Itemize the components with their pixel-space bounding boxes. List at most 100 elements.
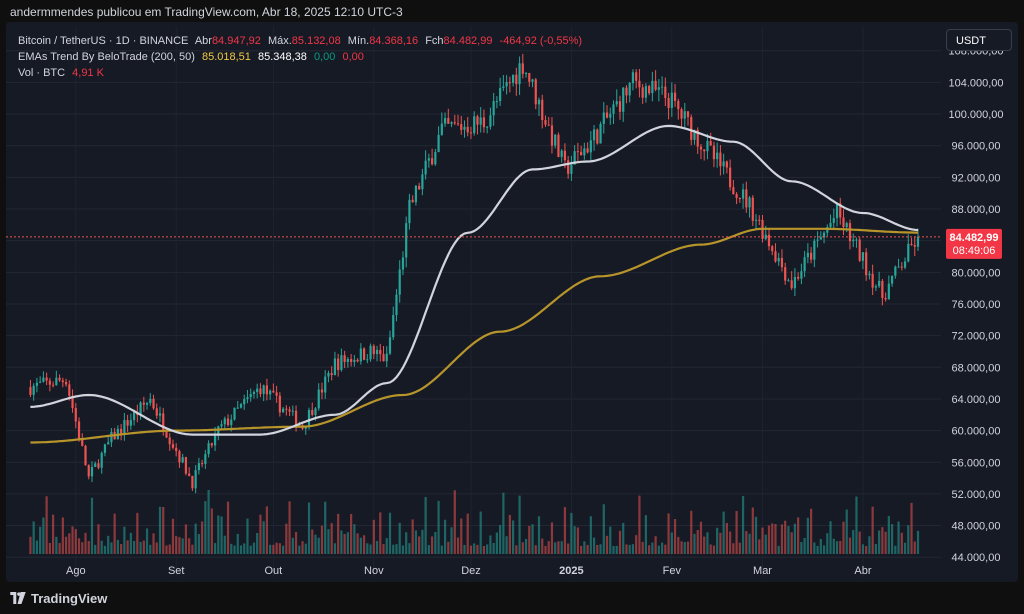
price-tick-label: 104.000,00 [948, 77, 1003, 89]
volume-bar [294, 531, 298, 554]
last-price-value: 84.482,99 [950, 232, 999, 244]
volume-bar [230, 543, 233, 554]
volume-bar [330, 523, 333, 554]
volume-bar [835, 541, 839, 554]
volume-bar [813, 542, 816, 554]
candle-body [560, 150, 563, 157]
volume-bar [217, 515, 220, 554]
volume-bar [534, 545, 537, 554]
price-tick-label: 60.000,00 [952, 426, 1001, 438]
volume-bar [473, 543, 476, 554]
candle-body [780, 258, 784, 268]
volume-bar [748, 533, 751, 554]
candle-body [677, 100, 680, 110]
candle-body [252, 392, 256, 395]
volume-bar [132, 540, 136, 554]
price-axis[interactable]: 44.000,00 48.000,00 52.000,00 56.000,00 60.0… [948, 46, 1003, 564]
symbol-name[interactable]: Bitcoin / TetherUS · 1D · BINANCE [18, 35, 189, 47]
volume-bar [894, 545, 897, 554]
volume-bar [178, 537, 181, 554]
volume-bar [45, 496, 48, 554]
volume-bar [868, 536, 871, 554]
volume-bar [657, 545, 660, 554]
volume-bar [910, 502, 913, 554]
candle-body [822, 232, 826, 238]
volume-bar [356, 533, 359, 554]
candle-body [139, 402, 142, 415]
candle-body [265, 385, 269, 395]
price-tick-label: 88.000,00 [952, 204, 1001, 216]
volume-bar [126, 540, 129, 554]
candle-body [239, 404, 243, 408]
volume-bar [42, 517, 45, 554]
candle-body [664, 86, 667, 99]
chart-panel[interactable]: 44.000,00 48.000,00 52.000,00 56.000,00 60.0… [6, 22, 1018, 582]
candle-body [431, 158, 434, 165]
candle-body [401, 257, 405, 270]
volume-bar [204, 501, 207, 554]
volume-bar [599, 544, 602, 554]
candle-body [375, 349, 379, 355]
candle-body [541, 99, 544, 121]
volume-bar [845, 509, 848, 554]
candle-body [243, 399, 246, 405]
volume-bar [826, 533, 829, 554]
ema-indicator-name[interactable]: EMAs Trend By BeloTrade (200, 50) [18, 51, 195, 63]
candle-body [784, 267, 787, 281]
volume-bar [784, 520, 787, 554]
candle-body [858, 239, 861, 261]
currency-button[interactable]: USDT [946, 29, 1012, 51]
time-tick-label: Set [168, 565, 185, 577]
candle-body [61, 380, 64, 382]
candle-body [188, 473, 191, 476]
candle-body [855, 239, 858, 241]
volume-bar [683, 542, 686, 554]
candle-body [213, 433, 217, 446]
volume-bar [327, 529, 330, 554]
volume-bar [453, 490, 456, 554]
volume-bar [793, 523, 797, 554]
candle-body [362, 348, 366, 360]
candle-body [408, 199, 411, 224]
volume-indicator-name[interactable]: Vol · BTC [18, 67, 66, 79]
candle-body [706, 140, 709, 152]
candle-body [168, 437, 171, 445]
publish-header: andermmendes publicou em TradingView.com… [0, 0, 1024, 22]
volume-bar [735, 511, 738, 554]
candle-body [489, 115, 492, 127]
volume-bar [278, 543, 281, 554]
time-axis[interactable]: Ago Set Out Nov Dez 2025 Fev Mar Abr [66, 565, 872, 577]
candle-body [123, 420, 126, 434]
volume-bar [213, 543, 217, 554]
candle-body [609, 113, 612, 118]
volume-bar [74, 529, 77, 554]
candle-body [424, 160, 427, 175]
volume-bar [97, 524, 100, 554]
candle-body [725, 161, 728, 168]
volume-bar [269, 544, 272, 554]
volume-bar [145, 528, 149, 554]
volume-bar [528, 525, 531, 554]
candle-body [573, 151, 576, 165]
volume-row: Vol · BTC 4,91 K [18, 65, 586, 81]
price-chart[interactable]: 44.000,00 48.000,00 52.000,00 56.000,00 60.0… [6, 22, 1018, 582]
volume-bar [547, 541, 550, 554]
candle-body [77, 421, 81, 440]
candle-body [269, 390, 272, 395]
candle-body [392, 314, 395, 338]
candle-body [145, 403, 149, 405]
volume-bar [55, 536, 58, 554]
volume-bar [113, 513, 116, 554]
volume-bar [767, 525, 771, 554]
candle-body [32, 385, 35, 395]
volume-bar [638, 495, 641, 554]
volume-bar [732, 543, 735, 554]
candle-body [547, 124, 550, 126]
volume-bar [580, 545, 583, 554]
candle-body [314, 408, 317, 415]
volume-bar [81, 542, 84, 554]
volume-bar [651, 542, 654, 554]
candle-body [910, 243, 913, 245]
candle-body [366, 359, 369, 361]
volume-bar [592, 537, 596, 554]
